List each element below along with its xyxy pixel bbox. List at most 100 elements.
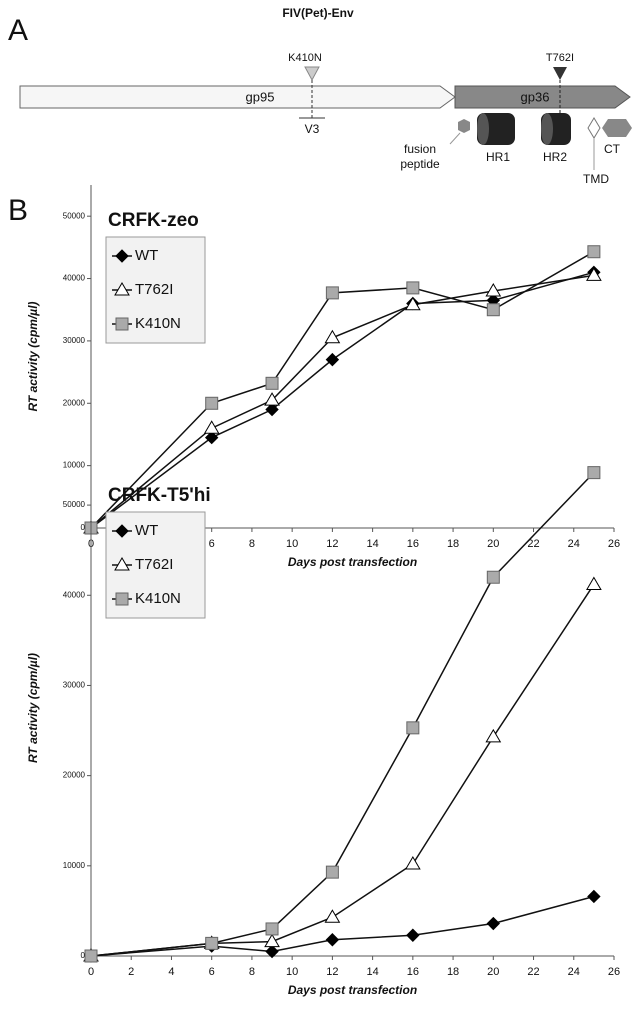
y-tick-label: 40000	[63, 274, 86, 283]
point	[587, 466, 601, 480]
point	[325, 286, 339, 300]
ct-icon	[602, 119, 632, 137]
x-tick-label: 22	[527, 966, 539, 978]
point	[265, 402, 279, 417]
mutation-label: T762I	[546, 52, 574, 64]
region-label: V3	[305, 122, 320, 136]
series-line	[90, 895, 595, 957]
env-diagram: gp95 gp36 K410N V3 T762I fusion peptide …	[19, 52, 632, 186]
x-tick-label: 14	[366, 538, 378, 550]
x-tick-label: 26	[608, 538, 620, 550]
x-tick-label: 12	[326, 538, 338, 550]
point	[203, 420, 220, 434]
point	[587, 245, 601, 259]
x-tick-label: 26	[608, 966, 620, 978]
point	[587, 889, 601, 904]
domain-label: HR1	[486, 150, 510, 164]
legend-label: T762I	[135, 281, 173, 298]
panel-label: A	[8, 14, 28, 47]
point	[264, 392, 280, 406]
legend-marker	[115, 317, 129, 331]
chart-title: CRFK-T5'hi	[108, 485, 211, 506]
chart-title: CRFK-zeo	[108, 210, 199, 231]
x-tick-label: 24	[568, 538, 580, 550]
point	[404, 296, 421, 311]
domain-label: peptide	[400, 157, 440, 171]
legend-marker	[115, 592, 129, 606]
y-tick-label: 0	[81, 523, 86, 532]
y-tick-label: 40000	[63, 590, 86, 599]
legend-label: WT	[135, 522, 158, 539]
domain-label: HR2	[543, 150, 567, 164]
y-tick-label: 0	[81, 951, 86, 960]
tmd-icon	[587, 117, 601, 139]
point	[325, 865, 339, 879]
panel-label: B	[8, 194, 28, 227]
point	[406, 721, 420, 735]
x-tick-label: 8	[249, 966, 255, 978]
point	[324, 329, 341, 344]
x-tick-label: 22	[527, 538, 539, 550]
point	[485, 728, 502, 743]
point	[406, 928, 420, 942]
y-axis-label: RT activity (cpm/µl)	[26, 301, 40, 411]
x-tick-label: 6	[209, 538, 215, 550]
x-tick-label: 20	[487, 966, 499, 978]
x-tick-label: 12	[326, 966, 338, 978]
x-tick-label: 8	[249, 538, 255, 550]
point	[205, 396, 219, 410]
domain-label: CT	[604, 142, 621, 156]
x-axis-label: Days post transfection	[288, 555, 417, 569]
x-tick-label: 10	[286, 538, 298, 550]
series-line	[90, 584, 595, 957]
point	[586, 576, 602, 590]
mutation-marker	[304, 66, 320, 82]
x-tick-label: 0	[88, 966, 94, 978]
point	[406, 281, 420, 295]
point	[486, 916, 501, 931]
point	[325, 933, 340, 947]
point	[325, 352, 340, 367]
point	[265, 922, 279, 936]
legend-marker	[114, 557, 130, 571]
point	[264, 933, 280, 948]
point	[486, 570, 500, 584]
legend-marker	[115, 524, 129, 538]
gp36-arrow	[454, 85, 631, 109]
point	[265, 376, 279, 390]
point	[205, 936, 219, 950]
legend-label: T762I	[135, 556, 173, 573]
point	[486, 303, 500, 317]
hr1-icon	[477, 113, 489, 145]
legend-label: K410N	[135, 315, 181, 332]
point	[204, 430, 219, 445]
y-tick-label: 10000	[63, 461, 86, 470]
y-tick-label: 20000	[63, 771, 86, 780]
x-tick-label: 2	[128, 966, 134, 978]
mutation-marker	[553, 67, 567, 80]
y-tick-label: 30000	[63, 681, 86, 690]
y-axis-label: RT activity (cpm/µl)	[26, 653, 40, 763]
legend-label: WT	[135, 247, 158, 264]
x-tick-label: 20	[487, 538, 499, 550]
x-tick-label: 6	[209, 966, 215, 978]
legend-marker	[115, 249, 129, 263]
legend-marker	[114, 282, 130, 296]
x-tick-label: 24	[568, 966, 580, 978]
y-tick-label: 50000	[63, 500, 86, 509]
x-tick-label: 10	[286, 966, 298, 978]
point	[324, 909, 341, 923]
legend-label: K410N	[135, 590, 181, 607]
point	[485, 283, 502, 297]
domain-label: fusion	[404, 142, 436, 156]
point	[586, 267, 602, 281]
segment-label: gp36	[521, 89, 550, 104]
fusion-peptide-icon	[458, 119, 470, 133]
diagram-title: FIV(Pet)-Env	[282, 6, 354, 20]
leader	[449, 132, 461, 145]
gp95-arrow	[19, 85, 456, 109]
domain-label: TMD	[583, 172, 609, 186]
mutation-label: K410N	[288, 52, 322, 64]
x-tick-label: 16	[407, 538, 419, 550]
